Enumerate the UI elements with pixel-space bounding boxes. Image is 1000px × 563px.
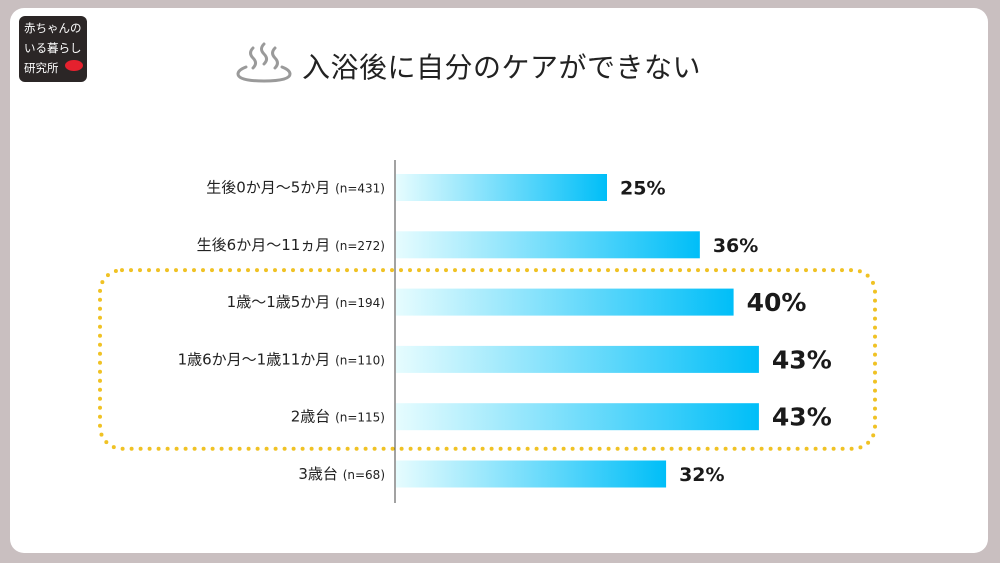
- category-label-2: 生後6か月〜11ヵ月 (n=272): [197, 236, 385, 254]
- value-label-4: 43%: [772, 345, 832, 374]
- value-label-5: 43%: [772, 403, 832, 432]
- value-label-2: 36%: [713, 235, 758, 257]
- category-sample-size-4: (n=110): [335, 353, 385, 367]
- logo-red-mark: [65, 60, 83, 71]
- bar-3: [396, 288, 734, 316]
- category-label-4: 1歳6か月〜1歳11か月 (n=110): [178, 350, 385, 368]
- category-name-2: 生後6か月〜11ヵ月: [197, 236, 335, 254]
- logo-line-2: いる暮らし: [24, 41, 82, 55]
- bar-4: [396, 345, 759, 373]
- category-name-6: 3歳台: [298, 465, 342, 483]
- category-name-1: 生後0か月〜5か月: [206, 179, 335, 197]
- value-label-3: 40%: [747, 288, 807, 317]
- category-sample-size-2: (n=272): [335, 239, 385, 253]
- hot-spring-icon: [236, 42, 292, 83]
- brand-logo: 赤ちゃんの いる暮らし 研究所: [19, 16, 87, 82]
- category-sample-size-1: (n=431): [335, 182, 385, 196]
- chart-title: 入浴後に自分のケアができない: [302, 51, 702, 84]
- value-label-1: 25%: [620, 178, 665, 200]
- category-label-3: 1歳〜1歳5か月 (n=194): [227, 293, 385, 311]
- category-label-5: 2歳台 (n=115): [291, 408, 385, 426]
- logo-line-1: 赤ちゃんの: [24, 21, 82, 35]
- bar-6: [396, 460, 667, 488]
- value-label-6: 32%: [679, 464, 724, 486]
- logo-line-3: 研究所: [24, 61, 59, 75]
- category-name-3: 1歳〜1歳5か月: [227, 293, 335, 311]
- category-sample-size-5: (n=115): [335, 411, 385, 425]
- category-name-4: 1歳6か月〜1歳11か月: [178, 350, 336, 368]
- category-label-6: 3歳台 (n=68): [298, 465, 385, 483]
- bar-5: [396, 403, 759, 431]
- bar-1: [396, 174, 607, 201]
- category-sample-size-6: (n=68): [343, 468, 385, 482]
- bar-2: [396, 231, 700, 259]
- category-sample-size-3: (n=194): [335, 296, 385, 310]
- category-label-1: 生後0か月〜5か月 (n=431): [206, 179, 385, 197]
- category-name-5: 2歳台: [291, 408, 335, 426]
